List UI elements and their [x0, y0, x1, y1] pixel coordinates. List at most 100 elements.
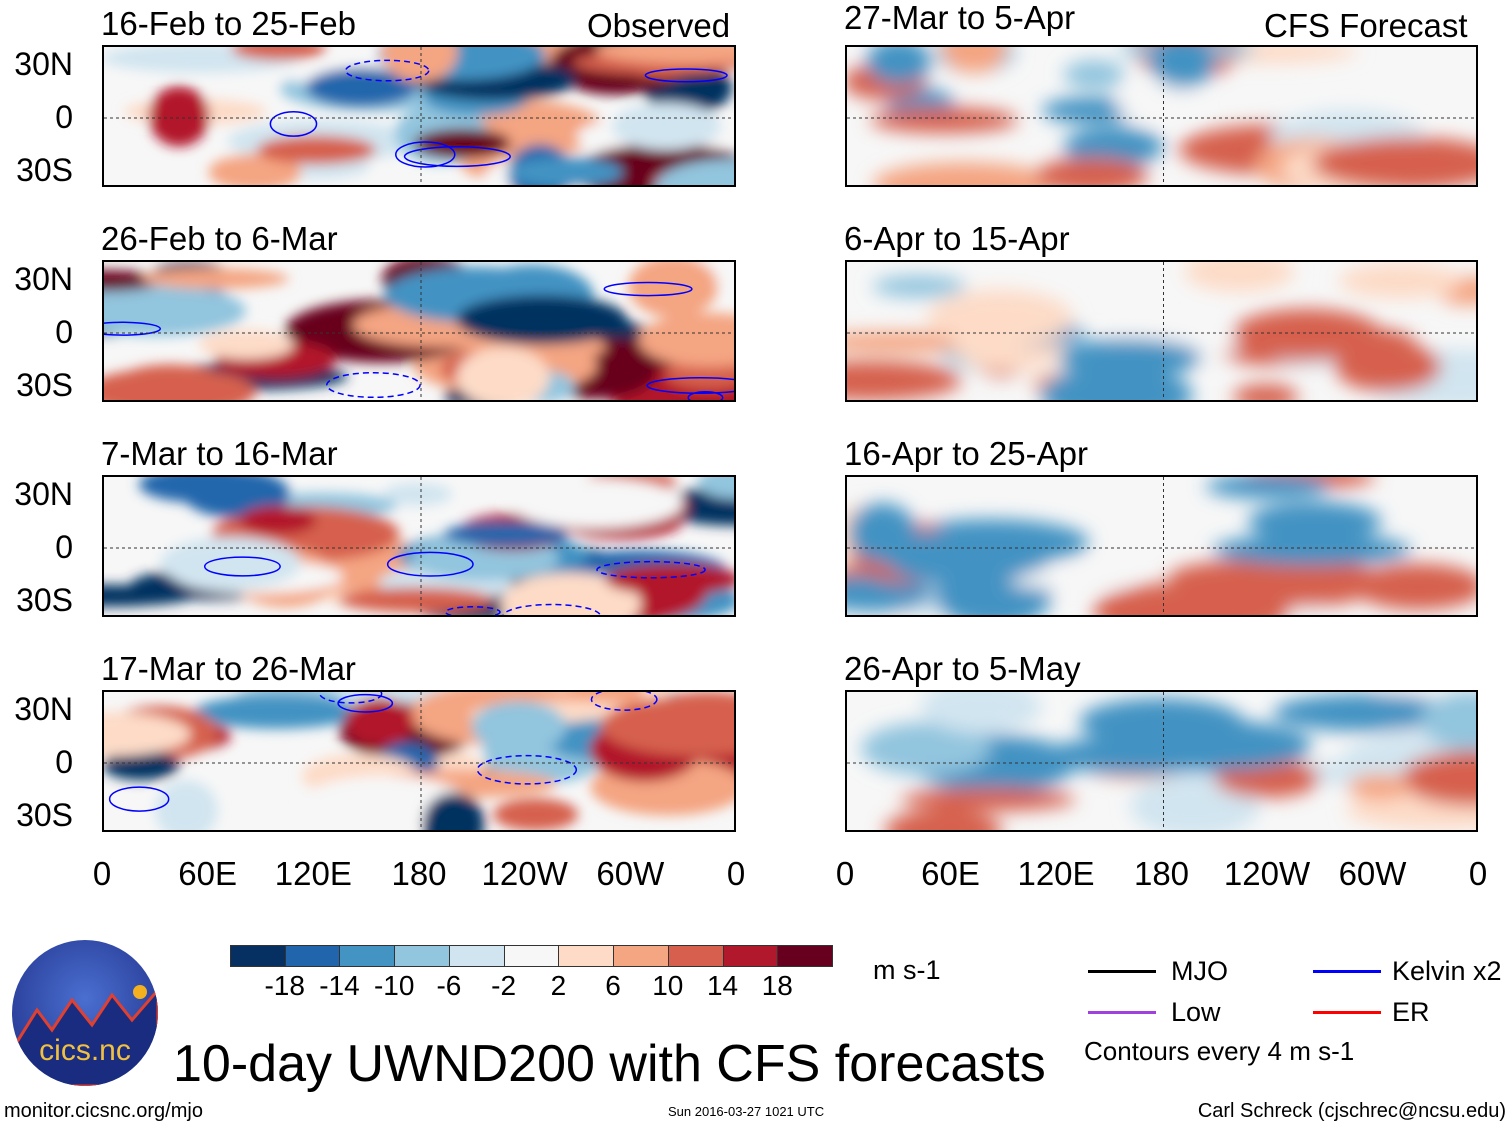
map-panel	[102, 475, 736, 617]
wind-anomaly-blob	[1352, 563, 1476, 610]
map-panel	[845, 260, 1478, 402]
kelvin-contour	[444, 606, 501, 615]
wind-anomaly-blob	[1063, 126, 1164, 167]
wind-anomaly-blob	[1420, 692, 1476, 751]
wind-anomaly-blob	[1056, 338, 1203, 377]
kelvin-contour	[644, 68, 728, 83]
colorbar-swatch	[394, 945, 450, 967]
wind-anomaly-blob	[654, 158, 734, 185]
wind-anomaly-blob	[104, 711, 191, 757]
kelvin-contour	[646, 376, 734, 395]
legend-er: ER	[1392, 997, 1430, 1027]
kelvin-contour	[476, 754, 578, 785]
wind-anomaly-blob	[507, 157, 624, 185]
map-panel	[845, 690, 1478, 832]
wind-anomaly-blob	[338, 587, 495, 613]
wind-anomaly-blob	[1150, 47, 1215, 89]
low-line-icon	[1088, 1011, 1156, 1014]
forecast-header: CFS Forecast	[1264, 7, 1468, 44]
wind-anomaly-blob	[941, 47, 1008, 74]
wind-anomaly-blob	[884, 529, 1043, 586]
wind-anomaly-blob	[422, 792, 485, 830]
wind-anomaly-blob	[344, 698, 415, 747]
lat-tick-label: 30N	[14, 691, 73, 727]
lat-tick-label: 30N	[14, 46, 73, 82]
wind-anomaly-blob	[1212, 534, 1412, 566]
colorbar-swatch	[503, 945, 560, 967]
colorbar-tick: 6	[605, 970, 621, 1001]
wind-anomaly-blob	[595, 47, 734, 65]
wind-anomaly-blob	[500, 572, 642, 615]
wind-anomaly-blob	[493, 798, 579, 830]
panel-title: 16-Feb to 25-Feb	[101, 5, 356, 42]
wind-anomaly-blob	[1205, 477, 1330, 499]
lat-tick-label: 30N	[14, 261, 73, 297]
footer-url[interactable]: monitor.cicsnc.org/mjo	[4, 1100, 203, 1122]
map-panel	[845, 45, 1478, 187]
colorbar-swatch	[722, 945, 779, 967]
legend-low: Low	[1171, 997, 1221, 1027]
panel-title: 7-Mar to 16-Mar	[101, 435, 338, 472]
colorbar-swatch	[558, 945, 615, 967]
kelvin-contour	[596, 560, 706, 579]
colorbar-tick: 18	[761, 970, 793, 1001]
kelvin-contour	[590, 692, 658, 711]
cicsnc-logo: cics.nc	[12, 940, 158, 1086]
wind-anomaly-blob	[193, 695, 360, 729]
kelvin-contour	[104, 321, 161, 336]
figure-title: 10-day UWND200 with CFS forecasts	[173, 1035, 1046, 1093]
wind-anomaly-blob	[1233, 384, 1299, 400]
wind-anomaly-blob	[104, 285, 246, 337]
wind-anomaly-blob	[1041, 97, 1141, 124]
map-panel	[102, 45, 736, 187]
er-line-icon	[1313, 1011, 1381, 1014]
wind-anomaly-blob	[1338, 262, 1462, 299]
wind-anomaly-blob	[256, 135, 376, 165]
kelvin-contour	[319, 692, 383, 704]
wind-anomaly-blob	[1035, 157, 1148, 185]
wind-anomaly-blob	[154, 780, 218, 830]
wind-anomaly-blob	[471, 700, 567, 753]
lat-tick-label: 30S	[16, 797, 73, 833]
lon-tick-label: 180	[391, 855, 447, 892]
wind-anomaly-blob	[847, 503, 917, 563]
lat-tick-label: 30S	[16, 152, 73, 188]
lat-tick-label: 0	[55, 314, 73, 350]
footer-timestamp: Sun 2016-03-27 1021 UTC	[668, 1104, 825, 1119]
kelvin-contour	[108, 786, 170, 812]
wind-anomaly-blob	[605, 564, 734, 595]
panel-title: 26-Apr to 5-May	[844, 650, 1081, 687]
wind-anomaly-blob	[847, 575, 933, 612]
kelvin-line-icon	[1313, 970, 1381, 973]
colorbar-swatch	[339, 945, 396, 967]
lon-tick-label: 120W	[481, 855, 568, 892]
wind-anomaly-blob	[239, 505, 317, 535]
wind-anomaly-blob	[138, 477, 266, 503]
wind-anomaly-blob	[1247, 501, 1382, 542]
wind-anomaly-blob	[105, 364, 236, 400]
kelvin-contour	[203, 556, 281, 577]
wind-anomaly-blob	[927, 289, 1073, 347]
lat-tick-label: 30S	[16, 582, 73, 618]
lon-tick-label: 0	[726, 855, 746, 892]
wind-anomaly-blob	[456, 347, 550, 400]
wind-anomaly-blob	[231, 47, 326, 61]
colorbar-swatch	[777, 945, 833, 967]
logo-text: cics.nc	[39, 1034, 131, 1067]
legend-mjo: MJO	[1171, 956, 1228, 986]
wind-anomaly-blob	[1093, 582, 1290, 615]
lon-tick-label: 60E	[178, 855, 238, 892]
lat-tick-label: 0	[55, 744, 73, 780]
wind-anomaly-blob	[600, 695, 734, 757]
wind-anomaly-blob	[382, 482, 453, 507]
map-panel	[102, 690, 736, 832]
kelvin-contour	[687, 391, 724, 400]
wind-anomaly-blob	[1401, 750, 1476, 806]
wind-anomaly-blob	[884, 809, 1003, 830]
wind-anomaly-blob	[1232, 308, 1382, 360]
wind-anomaly-blob	[860, 722, 991, 776]
wind-anomaly-blob	[141, 268, 289, 289]
wind-anomaly-blob	[866, 47, 931, 84]
wind-anomaly-blob	[208, 154, 302, 185]
wind-anomaly-blob	[900, 787, 1076, 811]
